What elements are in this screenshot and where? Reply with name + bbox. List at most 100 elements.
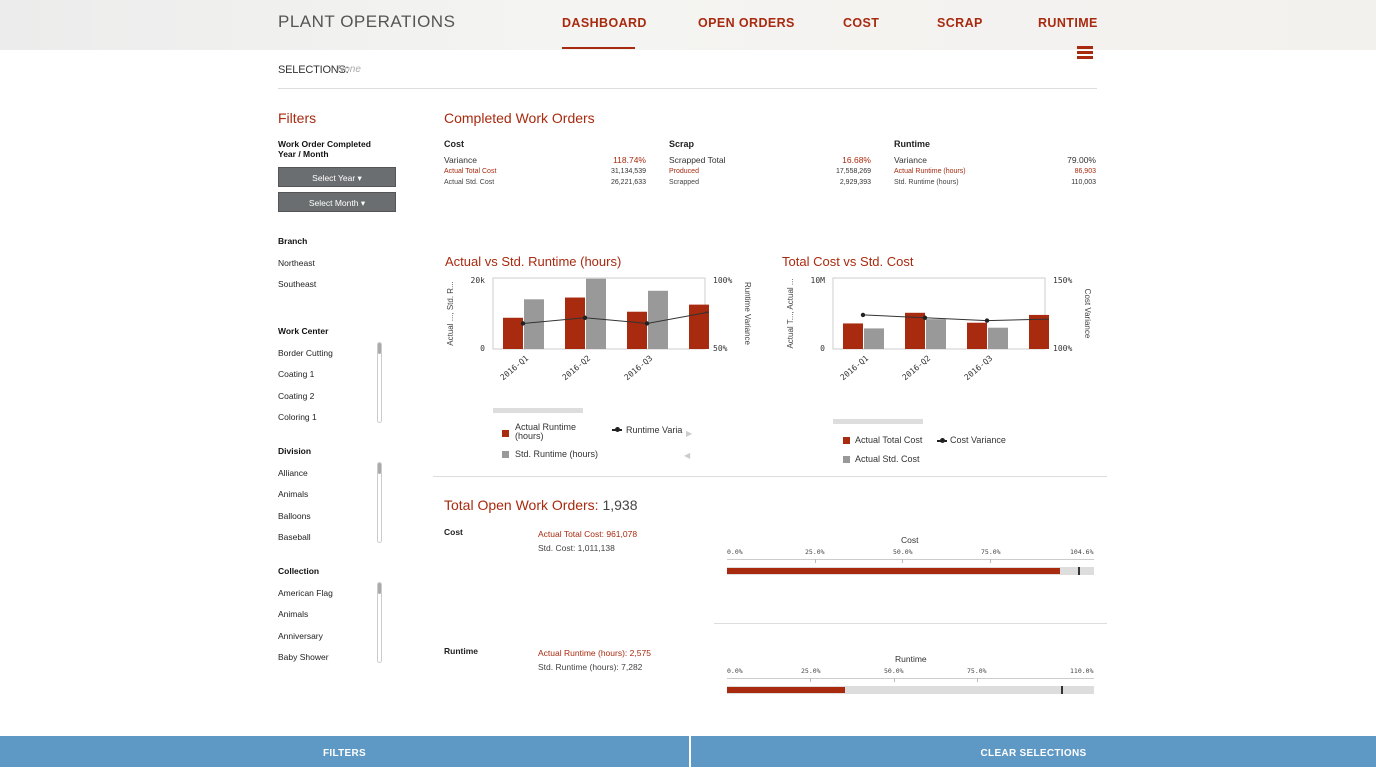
division-scroll-thumb[interactable]: [378, 463, 381, 474]
x-tick-label: 2016-Q2: [901, 354, 933, 383]
divider: [278, 88, 1097, 89]
filters-footer-button[interactable]: FILTERS: [0, 736, 689, 767]
collection-scrollbar[interactable]: [377, 582, 382, 663]
division-item[interactable]: Alliance: [278, 468, 308, 478]
app-header: PLANT OPERATIONS DASHBOARD OPEN ORDERS C…: [0, 0, 1376, 50]
nav-runtime[interactable]: RUNTIME: [1038, 16, 1098, 30]
y-tick-label: 0: [820, 344, 825, 353]
open-orders-count: 1,938: [602, 497, 638, 513]
collection-item[interactable]: Animals: [278, 609, 309, 619]
work-center-item[interactable]: Coloring 1: [278, 412, 317, 422]
bullet-tick: 110.0%: [1070, 667, 1094, 675]
y-tick-label: 20k: [471, 276, 486, 285]
caret-down-icon: ▾: [357, 173, 362, 183]
work-center-item[interactable]: Coating 2: [278, 391, 315, 401]
bullet-tick: 75.0%: [981, 548, 1001, 556]
x-tick-label: 2016-Q1: [839, 354, 871, 383]
variance-point: [644, 321, 650, 326]
bullet-tick: 25.0%: [801, 667, 821, 675]
legend-item[interactable]: Std. Runtime (hours): [515, 449, 599, 459]
bar-actual: [503, 317, 523, 349]
collection-item[interactable]: Baby Shower: [278, 652, 329, 662]
kpi-label: Scrapped: [669, 179, 699, 186]
division-scrollbar[interactable]: [377, 462, 382, 543]
work-center-scroll-thumb[interactable]: [378, 343, 381, 354]
bullet-tick: 75.0%: [967, 667, 987, 675]
open-cost-actual: Actual Total Cost: 961,078: [538, 529, 638, 539]
nav-cost[interactable]: COST: [843, 16, 880, 30]
cost-chart-scrollbar[interactable]: [833, 419, 923, 424]
branch-item[interactable]: Southeast: [278, 279, 317, 289]
bullet-tick-mark: [990, 559, 991, 563]
x-tick-label: 2016-Q3: [963, 354, 995, 383]
legend-item[interactable]: Actual Std. Cost: [855, 454, 920, 464]
runtime-chart-title: Actual vs Std. Runtime (hours): [445, 254, 622, 269]
y2-tick-label: 100%: [713, 276, 732, 285]
variance-point: [984, 318, 990, 323]
bar-actual: [689, 304, 709, 349]
y2-axis-title: Cost Variance: [1083, 289, 1092, 339]
divider: [433, 476, 1107, 477]
cost-chart-title: Total Cost vs Std. Cost: [782, 254, 914, 269]
kpi-value: 31,134,539: [610, 168, 646, 175]
hamburger-icon[interactable]: [1077, 46, 1093, 60]
open-runtime-actual: Actual Runtime (hours): 2,575: [538, 648, 651, 658]
work-center-heading: Work Center: [278, 326, 329, 336]
legend-item[interactable]: Cost Variance: [950, 435, 1006, 445]
legend-item[interactable]: Runtime Varia: [626, 425, 683, 435]
work-center-item[interactable]: Coating 1: [278, 369, 315, 379]
variance-point: [582, 315, 588, 320]
y-axis-title: Actual ..., Std. R...: [446, 281, 455, 345]
open-orders-title-text: Total Open Work Orders:: [444, 497, 599, 513]
x-tick-label: 2016-Q2: [561, 354, 593, 383]
division-item[interactable]: Balloons: [278, 511, 311, 521]
kpi-value: 86,903: [1074, 168, 1096, 175]
variance-point: [520, 321, 526, 326]
bar-std: [926, 319, 946, 349]
bullet-target-marker: [1061, 686, 1063, 694]
open-cost-std: Std. Cost: 1,011,138: [538, 543, 615, 553]
nav-scrap[interactable]: SCRAP: [937, 16, 983, 30]
nav-dashboard[interactable]: DASHBOARD: [562, 16, 647, 30]
select-year-button[interactable]: Select Year ▾: [278, 167, 396, 187]
selections-value: None: [337, 64, 361, 75]
bar-actual: [905, 312, 925, 349]
legend-prev-icon[interactable]: ◀: [684, 451, 691, 460]
branch-item[interactable]: Northeast: [278, 258, 315, 268]
app-title: PLANT OPERATIONS: [278, 12, 456, 31]
legend-next-icon[interactable]: ▶: [686, 429, 693, 438]
kpi-value: 17,558,269: [835, 168, 871, 175]
y-tick-label: 0: [480, 344, 485, 353]
legend-swatch: [843, 437, 850, 444]
legend-swatch: [502, 430, 509, 437]
work-center-item[interactable]: Border Cutting: [278, 348, 333, 358]
bar-std: [524, 299, 544, 349]
kpi-value: 16.68%: [842, 155, 871, 165]
work-center-scrollbar[interactable]: [377, 342, 382, 423]
bar-std: [864, 328, 884, 349]
bullet-tick: 0.0%: [727, 548, 743, 556]
bullet-range: [727, 686, 1094, 694]
division-heading: Division: [278, 446, 312, 456]
kpi-value: 2,929,393: [839, 179, 871, 186]
clear-selections-button[interactable]: CLEAR SELECTIONS: [691, 736, 1376, 767]
bullet-tick: 0.0%: [727, 667, 743, 675]
bar-actual: [565, 297, 585, 349]
open-cost-label: Cost: [444, 527, 463, 537]
open-orders-title: Total Open Work Orders: 1,938: [444, 497, 638, 513]
runtime-chart-scrollbar[interactable]: [493, 408, 583, 413]
division-item[interactable]: Baseball: [278, 532, 311, 542]
collection-scroll-thumb[interactable]: [378, 583, 381, 594]
legend-item[interactable]: Actual Runtime (hours): [515, 422, 577, 441]
bullet-tick: 50.0%: [893, 548, 913, 556]
select-month-button[interactable]: Select Month ▾: [278, 192, 396, 212]
bar-actual: [843, 323, 863, 349]
legend-item[interactable]: Actual Total Cost: [855, 435, 923, 445]
legend-swatch: [502, 451, 509, 458]
collection-item[interactable]: Anniversary: [278, 631, 323, 641]
collection-item[interactable]: American Flag: [278, 588, 333, 598]
division-item[interactable]: Animals: [278, 489, 309, 499]
kpi-value: 26,221,633: [610, 179, 646, 186]
bullet-tick-mark: [810, 678, 811, 682]
nav-open-orders[interactable]: OPEN ORDERS: [698, 16, 795, 30]
